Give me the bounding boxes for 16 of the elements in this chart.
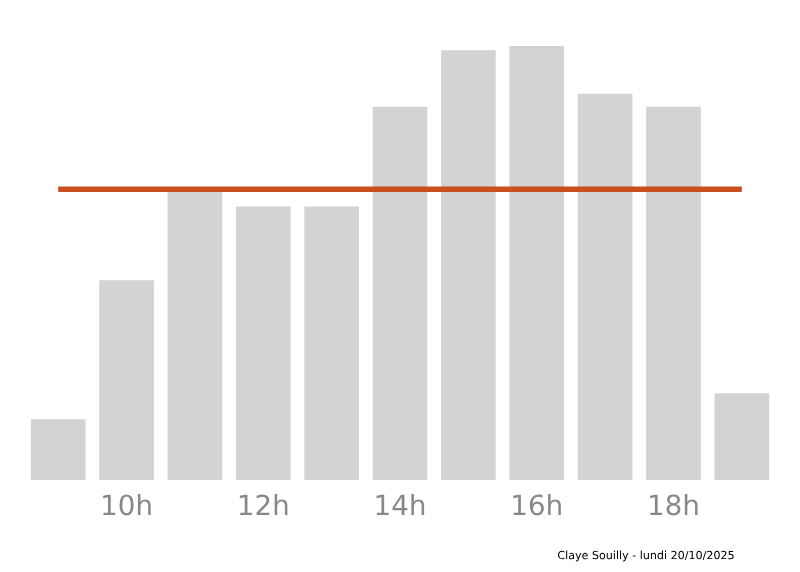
x-tick-label: 16h [513, 493, 561, 516]
bar [167, 189, 223, 480]
bar [30, 419, 86, 480]
bar [714, 393, 770, 480]
bar [235, 206, 291, 480]
x-tick-label: 10h [103, 493, 151, 516]
bar [509, 46, 565, 480]
x-tick-label: 12h [239, 493, 288, 515]
bar [99, 280, 154, 480]
bar [372, 106, 428, 480]
bar [646, 106, 701, 480]
x-tick-label: 18h [650, 493, 698, 516]
bar [441, 50, 496, 480]
bar [577, 93, 633, 480]
bar [304, 206, 359, 480]
x-tick-label: 14h [376, 493, 425, 515]
